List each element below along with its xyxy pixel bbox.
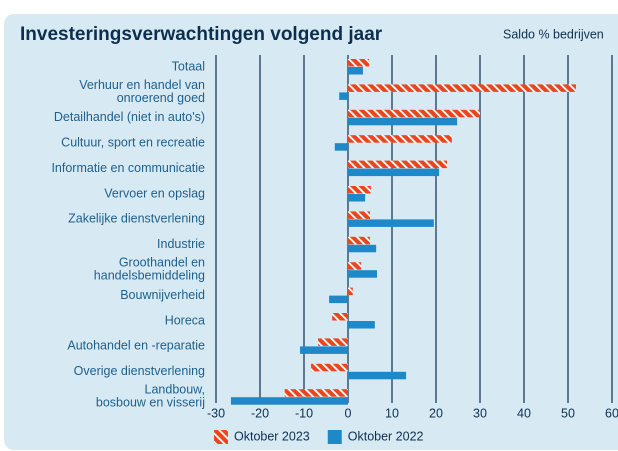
x-tick-label: 50 <box>561 406 575 420</box>
y-tick-label: Cultuur, sport en recreatie <box>61 135 205 149</box>
x-tick-label: -20 <box>251 406 269 420</box>
bar <box>300 346 348 354</box>
bar <box>348 168 440 177</box>
bar <box>348 59 370 67</box>
y-tick-label: Detailhandel (niet in auto's) <box>54 110 205 124</box>
y-tick-label: Landbouw, bosbouw en visserij <box>96 383 205 410</box>
panel <box>4 14 618 450</box>
x-tick-label: 60 <box>605 406 618 420</box>
bar <box>348 194 366 202</box>
legend-swatch <box>214 430 228 444</box>
x-tick-label: -30 <box>207 406 225 420</box>
bar <box>332 313 348 321</box>
bar <box>329 295 348 304</box>
y-tick-label: Informatie en communicatie <box>51 161 205 175</box>
legend-label: Oktober 2023 <box>234 429 310 443</box>
y-tick-label: Bouwnijverheid <box>120 288 205 302</box>
chart-subtitle: Saldo % bedrijven <box>503 27 604 41</box>
bar <box>348 84 576 92</box>
bar <box>339 92 348 100</box>
y-tick-label: Autohandel en -reparatie <box>67 339 205 353</box>
x-tick-label: 30 <box>473 406 487 420</box>
bar <box>230 397 348 405</box>
bar <box>348 135 452 143</box>
x-tick-label: 40 <box>517 406 531 420</box>
bar <box>284 389 348 397</box>
legend-swatch <box>327 430 342 444</box>
x-tick-label: 10 <box>385 406 399 420</box>
bar <box>334 143 348 151</box>
bar <box>348 270 378 278</box>
y-tick-label: Zakelijke dienstverlening <box>68 212 205 226</box>
y-tick-label: Totaal <box>172 59 205 73</box>
bar <box>348 262 362 270</box>
y-tick-label: Groothandel en handelsbemiddeling <box>94 256 205 283</box>
bar <box>348 160 447 169</box>
bar <box>348 211 370 219</box>
bar <box>311 363 348 372</box>
bar <box>348 371 407 380</box>
bar <box>348 186 371 194</box>
y-tick-label: Overige dienstverlening <box>74 364 205 378</box>
bar <box>348 117 458 126</box>
x-tick-label: 20 <box>429 406 443 420</box>
chart-title: Investeringsverwachtingen volgend jaar <box>20 24 383 45</box>
bar <box>348 244 377 253</box>
bar <box>318 338 348 346</box>
x-tick-label: 0 <box>345 406 352 420</box>
bar <box>348 321 375 329</box>
bar <box>348 236 370 245</box>
y-tick-label: Vervoer en opslag <box>104 186 205 200</box>
bar <box>348 109 480 118</box>
bar <box>348 287 353 296</box>
y-tick-label: Verhuur en handel van onroerend goed <box>79 78 205 105</box>
bar <box>348 67 363 75</box>
y-tick-label: Industrie <box>157 237 205 251</box>
x-tick-label: -10 <box>295 406 313 420</box>
legend-label: Oktober 2022 <box>348 429 424 443</box>
bar <box>348 219 434 227</box>
y-tick-label: Horeca <box>165 313 205 327</box>
